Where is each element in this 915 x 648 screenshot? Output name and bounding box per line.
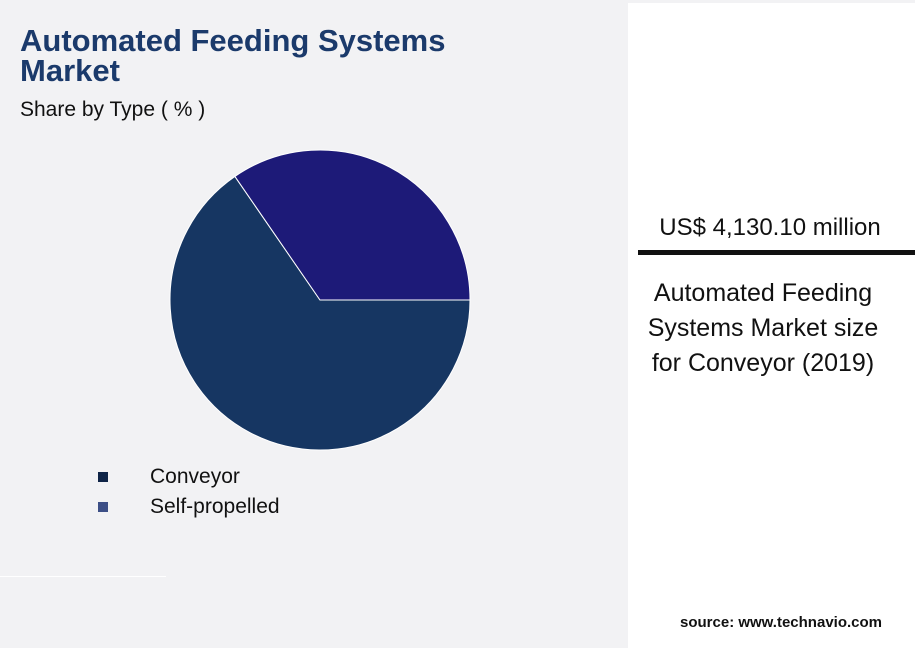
chart-subtitle: Share by Type ( % ) xyxy=(20,98,206,121)
highlight-caption: Automated Feeding Systems Market size fo… xyxy=(647,279,879,377)
legend-item-conveyor: Conveyor xyxy=(98,462,280,492)
legend-label-self-propelled: Self-propelled xyxy=(150,495,280,518)
source-note: source: www.technavio.com xyxy=(680,614,882,631)
legend-swatch-self-propelled xyxy=(98,502,108,512)
pie-chart xyxy=(169,149,471,451)
pie-slice-self-propelled xyxy=(234,149,471,301)
pie-slice-conveyor xyxy=(169,175,471,451)
legend: Conveyor Self-propelled xyxy=(98,462,280,522)
legend-swatch-conveyor xyxy=(98,472,108,482)
legend-item-self-propelled: Self-propelled xyxy=(98,492,280,522)
divider-line xyxy=(0,576,166,577)
highlight-value: US$ 4,130.10 million xyxy=(659,214,881,241)
highlight-rule xyxy=(638,250,915,255)
chart-title: Automated Feeding Systems Market xyxy=(20,23,446,88)
legend-label-conveyor: Conveyor xyxy=(150,465,240,488)
highlight-panel xyxy=(628,3,915,648)
